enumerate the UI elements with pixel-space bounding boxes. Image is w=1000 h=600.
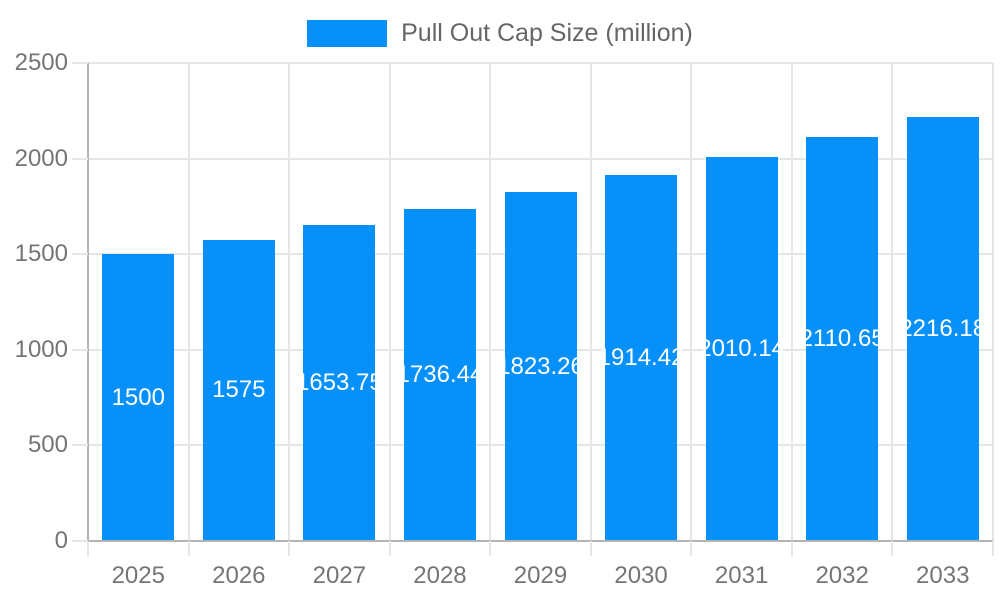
- x-tick-label: 2033: [916, 562, 970, 589]
- gridline: [288, 63, 291, 541]
- bar: [906, 117, 979, 541]
- legend-label: Pull Out Cap Size (million): [401, 18, 693, 47]
- gridline: [790, 63, 793, 541]
- gridline: [690, 63, 693, 541]
- x-tick-label: 2029: [513, 562, 568, 589]
- legend: Pull Out Cap Size (million): [0, 17, 1000, 49]
- gridline: [187, 63, 190, 541]
- bar: [705, 156, 778, 541]
- bar-value-label: 1823.26: [497, 352, 584, 380]
- bar: [605, 174, 678, 541]
- x-axis-tick: [288, 541, 291, 556]
- bar: [403, 208, 476, 541]
- x-tick-label: 2026: [212, 562, 266, 589]
- y-axis-line: [87, 63, 89, 541]
- x-axis-tick: [790, 541, 793, 556]
- gridline: [489, 63, 492, 541]
- gridline: [992, 63, 994, 541]
- y-axis-tick: [72, 157, 88, 160]
- y-axis-tick: [72, 253, 88, 256]
- x-tick-label: 2031: [714, 562, 769, 589]
- x-tick-label: 2032: [815, 562, 869, 589]
- y-axis-tick: [72, 444, 88, 447]
- y-axis-tick: [72, 62, 88, 64]
- bar: [102, 254, 175, 541]
- bar-value-label: 2010.14: [698, 334, 785, 362]
- x-axis-tick: [87, 541, 89, 556]
- bar: [806, 137, 879, 541]
- x-axis-tick: [992, 541, 994, 556]
- y-tick-label: 1000: [14, 335, 68, 363]
- y-tick-label: 2500: [14, 49, 68, 76]
- bar-value-label: 2110.65: [799, 325, 885, 353]
- y-axis-tick: [72, 540, 88, 542]
- bar-value-label: 1736.44: [396, 360, 484, 388]
- x-axis-tick: [891, 541, 894, 556]
- x-tick-label: 2027: [312, 562, 367, 589]
- x-axis-tick: [690, 541, 693, 556]
- gridline: [891, 63, 894, 541]
- y-tick-label: 0: [54, 527, 68, 554]
- legend-swatch: [307, 19, 388, 47]
- bar: [202, 239, 275, 541]
- bar: [504, 192, 577, 541]
- x-tick-label: 2025: [111, 562, 165, 589]
- x-axis-tick: [589, 541, 592, 556]
- x-axis-tick: [187, 541, 190, 556]
- gridline: [88, 157, 993, 160]
- bar-value-label: 2216.18: [899, 315, 987, 343]
- x-axis-tick: [489, 541, 492, 556]
- x-axis-tick: [388, 541, 391, 556]
- gridline: [88, 62, 993, 64]
- gridline: [388, 63, 391, 541]
- x-tick-label: 2030: [614, 562, 668, 589]
- plot-area: 1500 1575 1653.75 1736.44 1823.26 1914.42 2010…: [88, 62, 994, 541]
- gridline: [589, 63, 592, 541]
- bar-value-label: 1500: [111, 383, 165, 411]
- bar-value-label: 1575: [212, 376, 266, 404]
- y-tick-label: 500: [27, 431, 68, 459]
- x-tick-label: 2028: [413, 562, 467, 589]
- y-axis-tick: [72, 348, 88, 351]
- bar-value-label: 1914.42: [597, 343, 685, 371]
- bar-value-label: 1653.75: [295, 368, 383, 396]
- y-tick-label: 2000: [14, 144, 68, 172]
- y-tick-label: 1500: [14, 240, 68, 268]
- x-axis-line: [88, 540, 993, 542]
- bar: [303, 224, 376, 541]
